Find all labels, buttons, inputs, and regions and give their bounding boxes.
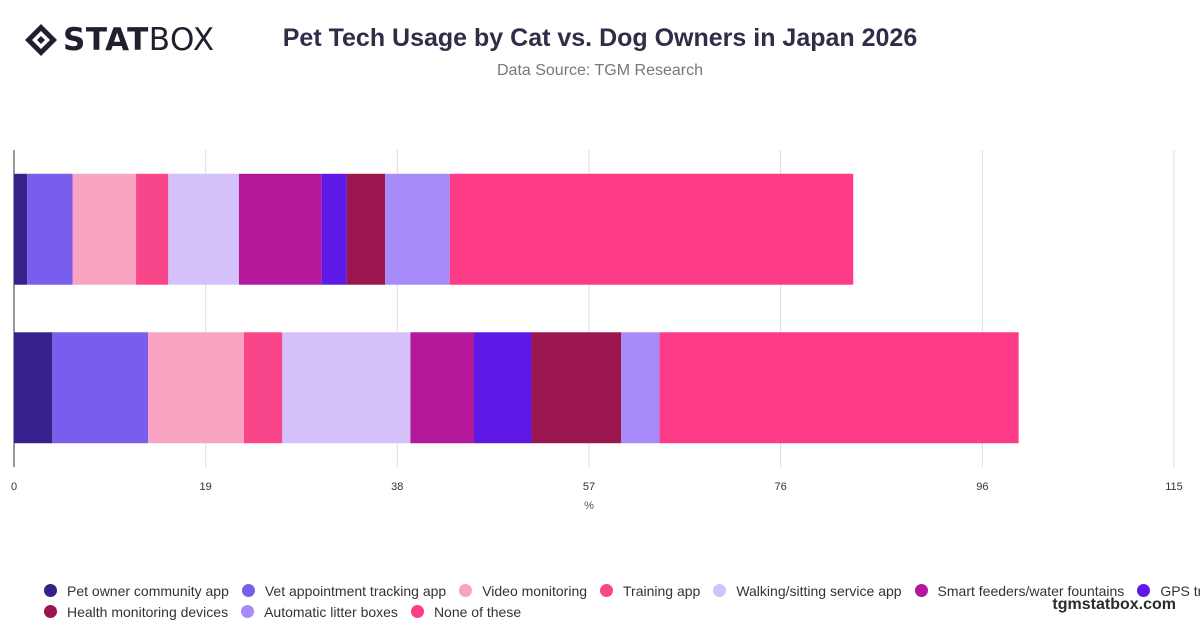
- bar-segment: [168, 173, 239, 285]
- legend-item[interactable]: Health monitoring devices: [44, 604, 228, 620]
- bar-segment: [238, 173, 322, 285]
- legend-label: Vet appointment tracking app: [264, 582, 447, 599]
- logo-light-text: BOX: [148, 22, 215, 58]
- x-tick-label: 96: [976, 481, 988, 493]
- legend-swatch: [1137, 584, 1151, 597]
- bar-segment: [148, 332, 244, 444]
- legend-label: Training app: [623, 582, 701, 599]
- bar-segment: [449, 173, 854, 285]
- legend-item[interactable]: Pet owner community app: [44, 583, 229, 599]
- legend-item[interactable]: Training app: [600, 583, 700, 599]
- bar-segment: [72, 173, 137, 285]
- legend-label: Automatic litter boxes: [264, 603, 398, 620]
- bar-segment: [659, 332, 1019, 444]
- x-tick-label: 0: [11, 481, 17, 493]
- logo-wordmark: STATBOX: [63, 22, 215, 58]
- legend-swatch: [600, 584, 614, 597]
- bar-segment: [52, 332, 149, 444]
- bar-segment: [621, 332, 660, 444]
- legend-label: Walking/sitting service app: [736, 582, 902, 599]
- legend-swatch: [241, 584, 255, 597]
- legend-label: Health monitoring devices: [67, 603, 229, 620]
- x-tick-label: 19: [200, 481, 212, 493]
- legend-label: Video monitoring: [482, 582, 588, 599]
- legend-item[interactable]: Smart feeders/water fountains: [914, 582, 1125, 599]
- chart-title: Pet Tech Usage by Cat vs. Dog Owners in …: [282, 24, 918, 52]
- legend-swatch: [241, 605, 255, 618]
- bar-segment: [14, 332, 53, 444]
- legend-swatch: [914, 584, 928, 597]
- x-tick-label: 115: [1165, 481, 1183, 493]
- legend-row: Health monitoring devices Automatic litte…: [44, 601, 1044, 622]
- site-url: tgmstatbox.com: [1052, 596, 1176, 613]
- statbox-logo: STATBOX: [24, 22, 215, 58]
- bar-segment: [531, 332, 622, 444]
- bar-segment: [473, 332, 532, 444]
- bar-segment: [136, 173, 169, 285]
- bar-segment: [385, 173, 450, 285]
- legend-item[interactable]: Vet appointment tracking app: [241, 582, 447, 599]
- legend-item[interactable]: Automatic litter boxes: [241, 604, 398, 620]
- stacked-bar-chart: 0 19 38 57 76 96 115%: [11, 150, 1183, 512]
- bar-segment: [27, 173, 73, 285]
- bar-segment: [321, 173, 347, 285]
- legend-label: None of these: [433, 603, 522, 620]
- x-tick-label: 38: [391, 481, 403, 493]
- legend-swatch: [410, 605, 424, 618]
- legend-swatch: [713, 584, 727, 597]
- legend-label: Smart feeders/water fountains: [937, 582, 1125, 599]
- x-tick-label: 57: [583, 481, 595, 493]
- chart-subtitle: Data Source: TGM Research: [496, 62, 703, 79]
- bar-segment: [282, 332, 411, 444]
- bar-segment: [346, 173, 386, 285]
- statbox-diamond-icon: [25, 24, 57, 56]
- x-axis-label: %: [584, 500, 594, 512]
- legend-label: GPS trackers: [1160, 582, 1200, 599]
- logo-bold-text: STAT: [63, 22, 149, 58]
- legend-swatch: [44, 584, 57, 597]
- legend-item[interactable]: None of these: [410, 603, 522, 620]
- x-tick-label: 76: [774, 481, 786, 493]
- legend-swatch: [459, 584, 473, 597]
- bar-segment: [243, 332, 283, 444]
- legend-row: Pet owner community app Vet appointment t…: [44, 580, 1200, 601]
- bar-segment: [14, 173, 28, 285]
- legend-label: Pet owner community app: [67, 582, 229, 599]
- bar-segment: [410, 332, 474, 444]
- legend-item[interactable]: Video monitoring: [459, 583, 587, 599]
- legend-item[interactable]: Walking/sitting service app: [713, 582, 902, 599]
- legend-swatch: [44, 605, 57, 618]
- legend-item[interactable]: GPS trackers: [1137, 583, 1200, 599]
- chart-legend: Pet owner community app Vet appointment t…: [44, 580, 1200, 622]
